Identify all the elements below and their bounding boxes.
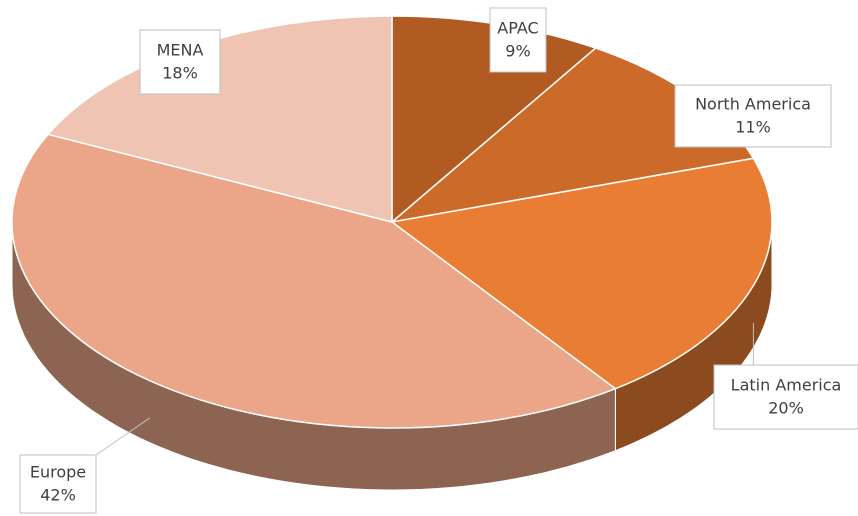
slice: [390, 157, 773, 390]
value-label: 9%: [505, 42, 530, 61]
category-label: Latin America: [731, 376, 842, 395]
label-box: [19, 454, 97, 514]
label-box: [139, 29, 221, 95]
value-label: 20%: [768, 399, 804, 418]
value-label: 18%: [162, 64, 198, 83]
value-label: 42%: [40, 486, 76, 505]
category-label: North America: [695, 95, 811, 114]
label-box: [674, 84, 832, 148]
category-label: MENA: [157, 41, 204, 60]
leader-line: [95, 417, 151, 456]
category-label: Europe: [30, 463, 86, 482]
label-box: [713, 364, 858, 430]
value-label: 11%: [735, 118, 771, 137]
label-box: [489, 7, 547, 73]
slice: [11, 133, 617, 429]
category-label: APAC: [497, 19, 538, 38]
